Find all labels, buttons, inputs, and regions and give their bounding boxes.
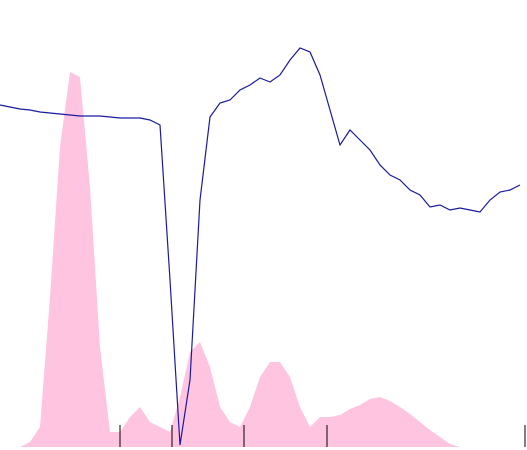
line — [0, 47, 521, 446]
area — [0, 72, 520, 447]
